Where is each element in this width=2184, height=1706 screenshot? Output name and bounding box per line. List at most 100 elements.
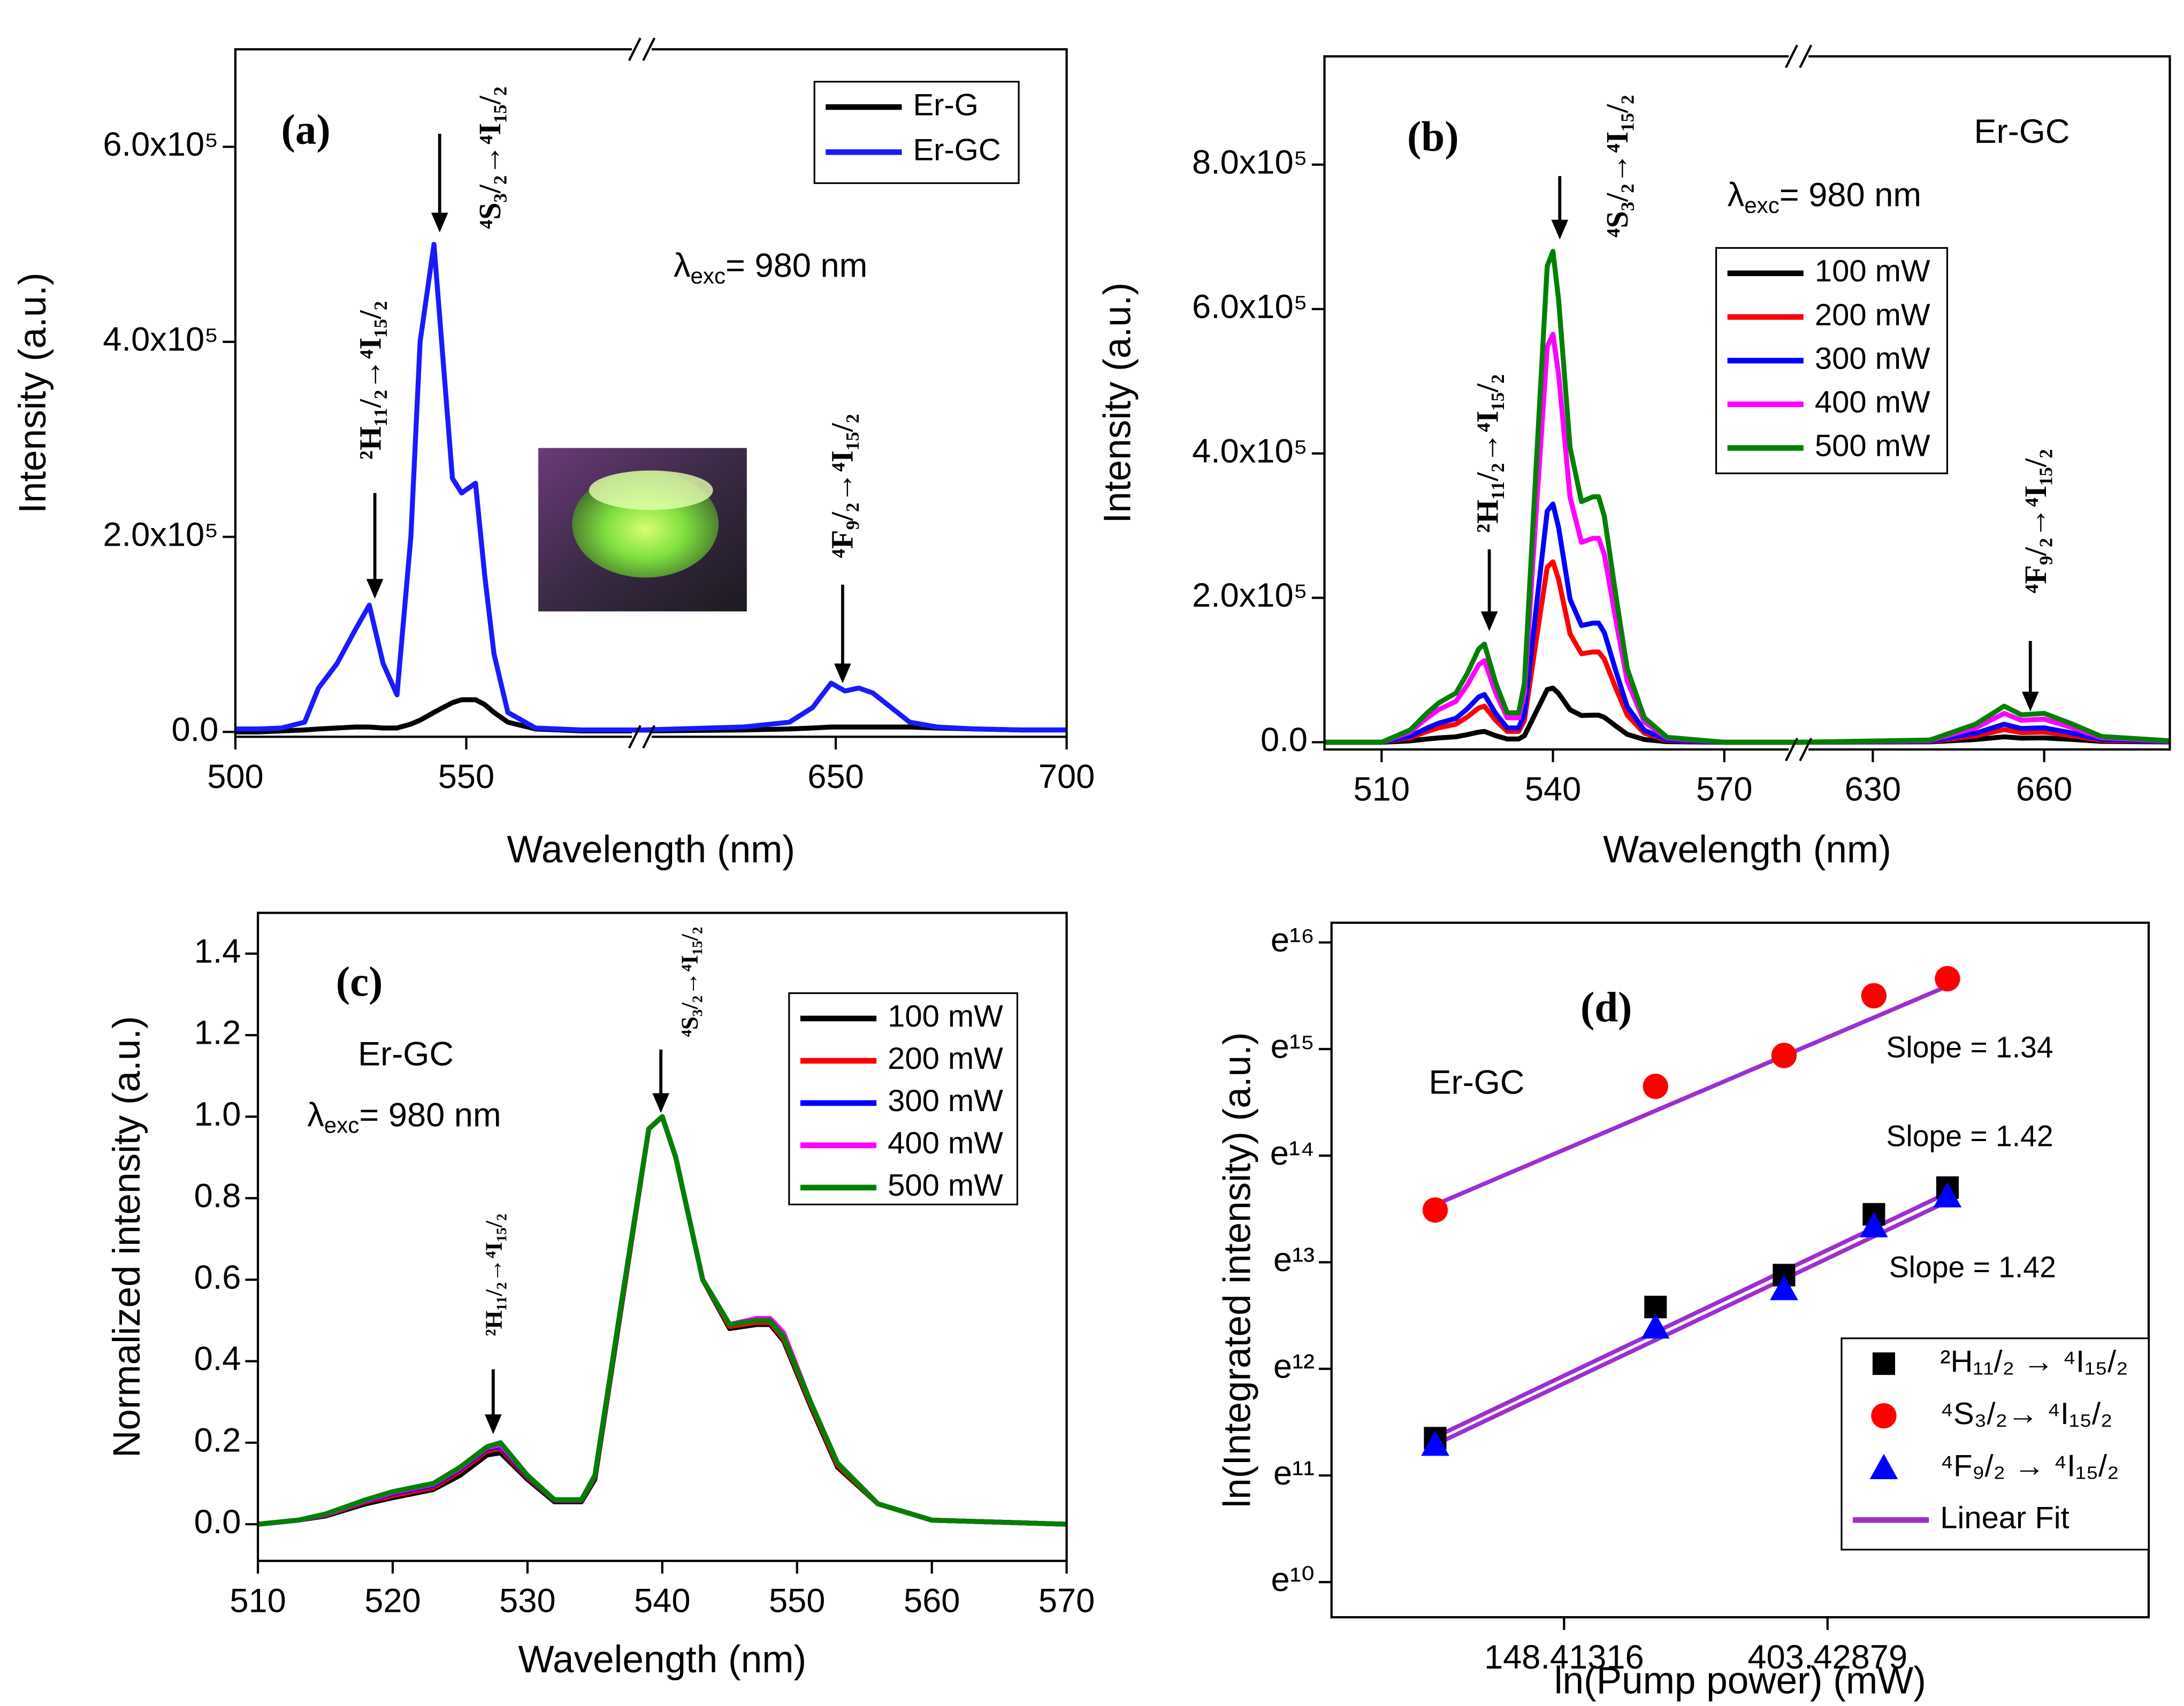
legend-box	[813, 81, 1020, 184]
x-tick-label: 510	[230, 1582, 286, 1619]
axis-break	[1799, 44, 1813, 68]
y-tick-label: 0.0	[194, 1503, 241, 1541]
y-tick-label: e¹⁶	[1271, 921, 1315, 959]
legend-label: 200 mW	[888, 1042, 1003, 1076]
y-tick-label: 2.0x10⁵	[103, 516, 218, 553]
x-tick-label: 540	[634, 1582, 690, 1619]
x-axis-title: ln(Pump power) (mW)	[1554, 1660, 1926, 1702]
legend-label: 500 mW	[888, 1168, 1003, 1203]
axis-break	[642, 37, 656, 62]
y-axis-title: Intensity (a.u.)	[12, 272, 54, 513]
marker-triangle	[1421, 1430, 1449, 1456]
y-tick-label: e¹¹	[1273, 1455, 1315, 1492]
panel-label: (b)	[1407, 113, 1459, 160]
arrow-head	[366, 579, 384, 599]
marker-circle	[1643, 1074, 1668, 1099]
x-tick-label: 560	[904, 1582, 960, 1619]
data-line	[1324, 332, 2170, 745]
y-tick-label: 1.0	[194, 1096, 241, 1133]
axis-break	[628, 725, 642, 749]
arrow-head	[834, 663, 851, 684]
axis-break	[1799, 737, 1813, 761]
excitation-text: = 980 nm	[359, 1096, 501, 1134]
excitation-sub: exc	[1744, 193, 1780, 218]
y-tick-label: 6.0x10⁵	[103, 126, 218, 163]
excitation-text: = 980 nm	[726, 247, 867, 284]
legend-label: ²H₁₁/₂ → ⁴I₁₅/₂	[1940, 1344, 2128, 1379]
data-line	[257, 1114, 1067, 1527]
x-tick-label: 650	[807, 758, 864, 795]
legend-label: 300 mW	[888, 1084, 1003, 1118]
x-tick-label: 510	[1354, 771, 1410, 808]
annotation: ²H₁₁/₂→⁴I₁₅/₂	[1470, 374, 1505, 533]
y-tick-label: 2.0x10⁵	[1192, 577, 1308, 614]
excitation-label: λexc= 980 nm	[1728, 176, 1921, 218]
plot-frame	[1330, 921, 2150, 1619]
y-tick-label: e¹⁴	[1270, 1135, 1315, 1172]
panel-label: (c)	[336, 959, 383, 1005]
x-tick-label: 148.41316	[1484, 1639, 1644, 1676]
sample-label: Er-GC	[1429, 1064, 1524, 1101]
axis-break	[1785, 737, 1798, 761]
axis-break	[642, 725, 656, 749]
x-tick-label: 540	[1525, 771, 1581, 808]
annotation: ²H₁₁/₂→⁴I₁₅/₂	[353, 301, 387, 460]
y-tick-label: 4.0x10⁵	[1192, 432, 1308, 470]
arrow-head	[431, 212, 448, 233]
data-line	[1324, 559, 2170, 745]
legend-box	[788, 992, 1019, 1206]
data-line	[1324, 685, 2170, 745]
y-axis-title: Normalized intensity (a.u.)	[106, 1016, 148, 1458]
arrow-head	[485, 1414, 502, 1434]
data-line	[235, 242, 1067, 733]
y-axis-title: Intensity (a.u.)	[1096, 282, 1139, 523]
y-tick-label: 0.8	[194, 1177, 241, 1214]
data-line	[1324, 249, 2170, 745]
legend-label: Linear Fit	[1940, 1501, 2069, 1535]
data-line	[1324, 501, 2170, 745]
legend-swatch	[1871, 1403, 1897, 1429]
legend-label: ⁴S₃/₂→ ⁴I₁₅/₂	[1940, 1397, 2112, 1431]
x-tick-label: 550	[438, 758, 494, 795]
annotation: Slope = 1.42	[1889, 1250, 2056, 1283]
data-line	[235, 697, 1067, 735]
sample-label: Er-GC	[1974, 113, 2070, 150]
axis-break	[1785, 44, 1798, 68]
legend-label: 300 mW	[1815, 341, 1930, 376]
annotation: ⁴F₉/₂→⁴I₁₅/₂	[824, 414, 859, 559]
excitation-sub: exc	[690, 263, 726, 288]
legend-label: 400 mW	[888, 1126, 1003, 1160]
excitation-label: λexc= 980 nm	[307, 1096, 501, 1138]
x-axis-title: Wavelength (nm)	[518, 1639, 806, 1681]
y-tick-label: 6.0x10⁵	[1192, 288, 1308, 325]
legend-swatch	[1872, 1352, 1896, 1375]
legend-label: 100 mW	[1815, 254, 1930, 288]
sample-label: Er-GC	[358, 1036, 454, 1073]
y-tick-label: 1.4	[194, 932, 241, 970]
y-tick-label: 4.0x10⁵	[103, 321, 218, 358]
excitation-symbol: λ	[1728, 176, 1745, 213]
inset-photo	[538, 448, 747, 611]
x-tick-label: 500	[207, 758, 263, 795]
annotation: ⁴S₃/₂→⁴I₁₅/₂	[1600, 95, 1635, 238]
y-tick-label: 0.6	[194, 1259, 241, 1296]
fit-line	[1434, 984, 1949, 1207]
plot-area	[235, 242, 1067, 735]
legend-label: Er-G	[913, 88, 979, 122]
annotation: ⁴F₉/₂→⁴I₁₅/₂	[2018, 449, 2053, 594]
plot-area	[1324, 249, 2170, 745]
annotation: Slope = 1.42	[1887, 1119, 2053, 1152]
excitation-sub: exc	[324, 1113, 360, 1138]
x-tick-label: 520	[364, 1582, 421, 1619]
x-tick-label: 700	[1038, 758, 1095, 795]
x-axis-title: Wavelength (nm)	[507, 829, 795, 871]
legend-label: 400 mW	[1815, 385, 1930, 419]
x-axis-title: Wavelength (nm)	[1603, 829, 1891, 871]
annotation: ²H₁₁/₂→⁴I₁₅/₂	[480, 1214, 507, 1336]
excitation-symbol: λ	[307, 1096, 324, 1134]
marker-triangle	[1770, 1275, 1798, 1300]
marker-circle	[1422, 1197, 1448, 1223]
excitation-label: λexc= 980 nm	[674, 247, 867, 288]
annotation: ⁴S₃/₂→⁴I₁₅/₂	[676, 927, 702, 1037]
